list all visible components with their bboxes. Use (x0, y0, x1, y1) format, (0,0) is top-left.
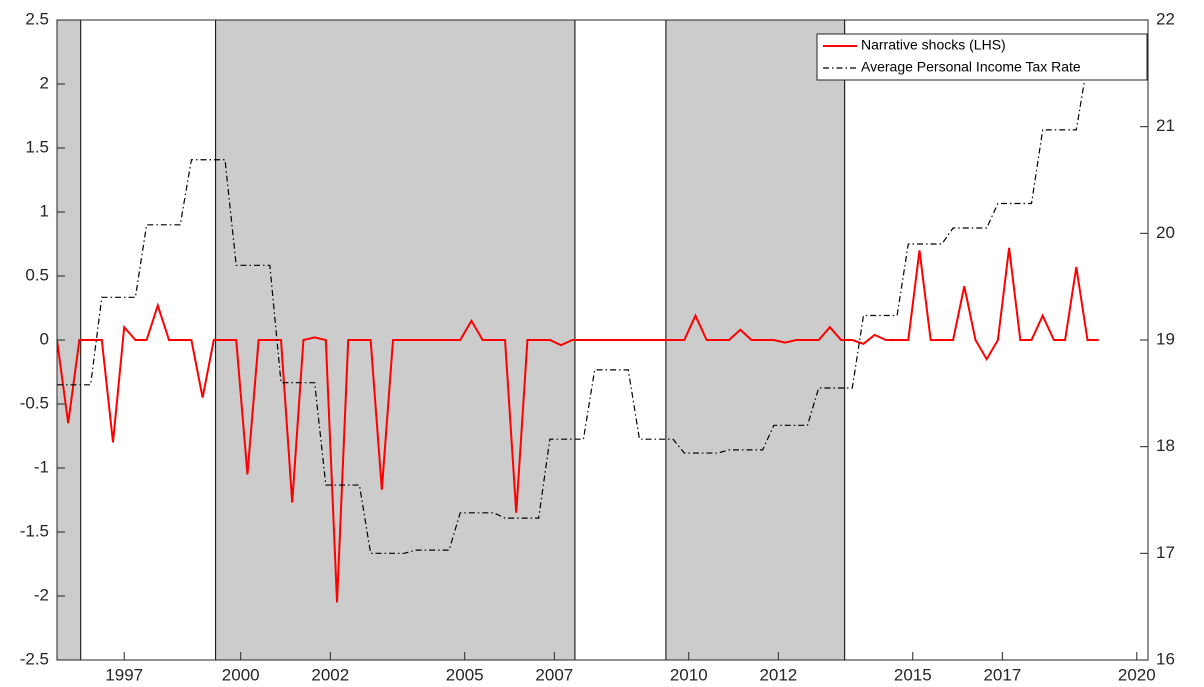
series-line (57, 247, 1099, 603)
ticks: 1997 2000 2002 2005 2007 2010 2012 2015 2017 2020… (20, 9, 1175, 684)
x-tick-label: 2007 (535, 665, 573, 684)
series-line (57, 62, 1099, 554)
y-tick-label: 2.5 (25, 9, 49, 28)
x-tick-label: 2012 (759, 665, 797, 684)
y-tick-label: 1.5 (25, 137, 49, 156)
x-tick-label: 2010 (670, 665, 708, 684)
legend-label: Narrative shocks (LHS) (861, 37, 1006, 53)
x-tick-label: 2020 (1118, 665, 1156, 684)
legend: Narrative shocks (LHS) Average Personal I… (816, 33, 1148, 81)
x-tick-label: 2000 (222, 665, 260, 684)
y2-tick-label: 22 (1156, 9, 1175, 28)
y2-tick-label: 17 (1156, 543, 1175, 562)
y-tick-label: -2.5 (20, 649, 49, 668)
y2-tick-label: 20 (1156, 223, 1175, 242)
x-tick-label: 2002 (311, 665, 349, 684)
x-tick-label: 2015 (894, 665, 932, 684)
x-tick-label: 1997 (105, 665, 143, 684)
legend-label: Average Personal Income Tax Rate (861, 59, 1081, 75)
y-tick-label: -2 (34, 585, 49, 604)
y-tick-label: 0 (40, 329, 49, 348)
y-tick-label: -1.5 (20, 521, 49, 540)
y2-tick-label: 18 (1156, 436, 1175, 455)
plot-lines (57, 62, 1099, 603)
y-tick-label: -1 (34, 457, 49, 476)
legend-box (816, 33, 1148, 81)
y2-tick-label: 21 (1156, 116, 1175, 135)
x-tick-label: 2005 (446, 665, 484, 684)
y-tick-label: -0.5 (20, 393, 49, 412)
y-tick-label: 0.5 (25, 265, 49, 284)
x-tick-label: 2017 (983, 665, 1021, 684)
y-tick-label: 2 (40, 73, 49, 92)
y-tick-label: 1 (40, 201, 49, 220)
y2-tick-label: 19 (1156, 329, 1175, 348)
y2-tick-label: 16 (1156, 649, 1175, 668)
